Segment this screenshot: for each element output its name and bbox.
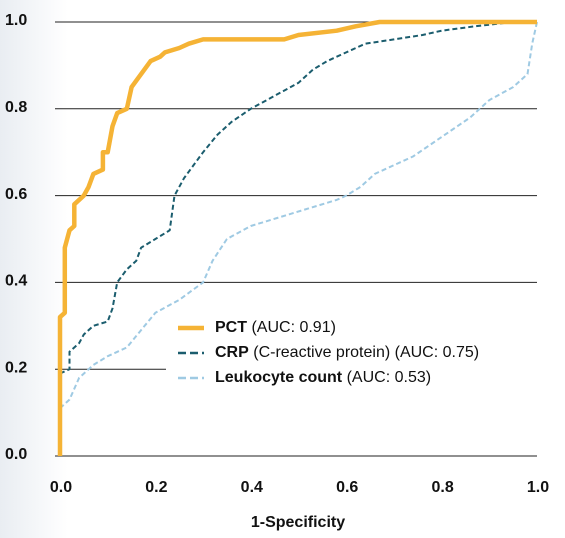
x-tick-label: 0.6: [336, 479, 358, 496]
legend: PCT (AUC: 0.91)CRP (C-reactive protein) …: [166, 310, 540, 410]
legend-label: Leukocyte count (AUC: 0.53): [215, 369, 431, 386]
y-tick-label: 0.8: [5, 99, 27, 116]
x-tick-label: 0.8: [431, 479, 453, 496]
legend-label: PCT (AUC: 0.91): [215, 319, 336, 336]
legend-label: CRP (C-reactive protein) (AUC: 0.75): [215, 344, 479, 361]
x-tick-label: 0.0: [50, 479, 72, 496]
x-tick-label: 1.0: [527, 479, 549, 496]
y-tick-label: 0.4: [5, 273, 27, 290]
y-tick-label: 1.0: [5, 12, 27, 29]
legend-auc: (AUC: 0.91): [251, 319, 335, 336]
legend-name: CRP: [215, 344, 249, 361]
legend-auc: (AUC: 0.53): [347, 369, 431, 386]
roc-curve: [57, 19, 537, 456]
legend-name: PCT: [215, 319, 247, 336]
legend-name: Leukocyte count: [215, 369, 343, 386]
roc-curve: [59, 21, 537, 375]
x-axis-label: 1-Specificity: [251, 514, 345, 531]
roc-curve: [59, 21, 538, 410]
x-tick-label: 0.2: [145, 479, 167, 496]
y-tick-label: 0.2: [5, 359, 27, 376]
y-tick-label: 0.6: [5, 186, 27, 203]
x-tick-label: 0.4: [241, 479, 263, 496]
legend-auc: (C-reactive protein) (AUC: 0.75): [253, 344, 479, 361]
y-tick-label: 0.0: [5, 446, 27, 463]
legend-box: [166, 310, 540, 410]
